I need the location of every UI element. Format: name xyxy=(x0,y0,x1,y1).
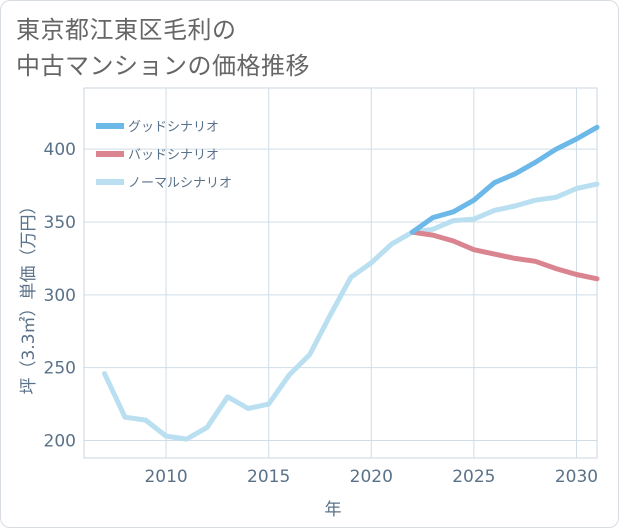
series-layer xyxy=(102,124,600,442)
chart-title-line2: 中古マンションの価格推移 xyxy=(16,52,310,80)
plot-frame xyxy=(83,87,598,459)
series-line-normal xyxy=(102,181,600,442)
y-axis-label: 坪（3.3㎡）単価（万円） xyxy=(19,197,39,394)
x-tick-label: 2030 xyxy=(555,467,598,487)
x-tick-label: 2020 xyxy=(350,467,393,487)
chart-title: 東京都江東区毛利の 中古マンションの価格推移 xyxy=(16,12,310,84)
chart-title-line1: 東京都江東区毛利の xyxy=(16,16,237,44)
y-tick-label: 200 xyxy=(44,432,76,452)
y-tick-label: 400 xyxy=(44,140,76,160)
series-line-bad xyxy=(409,229,600,282)
y-tick-label: 300 xyxy=(44,286,76,306)
x-tick-label: 2025 xyxy=(452,467,495,487)
series-line-good xyxy=(409,124,600,235)
y-tick-labels: 200 250 300 350 400 xyxy=(44,140,76,451)
x-tick-labels: 2010 2015 2020 2025 2030 xyxy=(144,467,598,487)
legend-label-bad: バッドシナリオ xyxy=(128,148,219,163)
x-tick-label: 2010 xyxy=(144,467,187,487)
grid-lines xyxy=(84,88,597,458)
y-tick-label: 250 xyxy=(44,359,76,379)
x-axis-label: 年 xyxy=(325,500,342,520)
legend-label-normal: ノーマルシナリオ xyxy=(128,176,232,191)
y-tick-label: 350 xyxy=(44,213,76,233)
legend-label-good: グッドシナリオ xyxy=(128,120,219,135)
x-tick-label: 2015 xyxy=(247,467,290,487)
